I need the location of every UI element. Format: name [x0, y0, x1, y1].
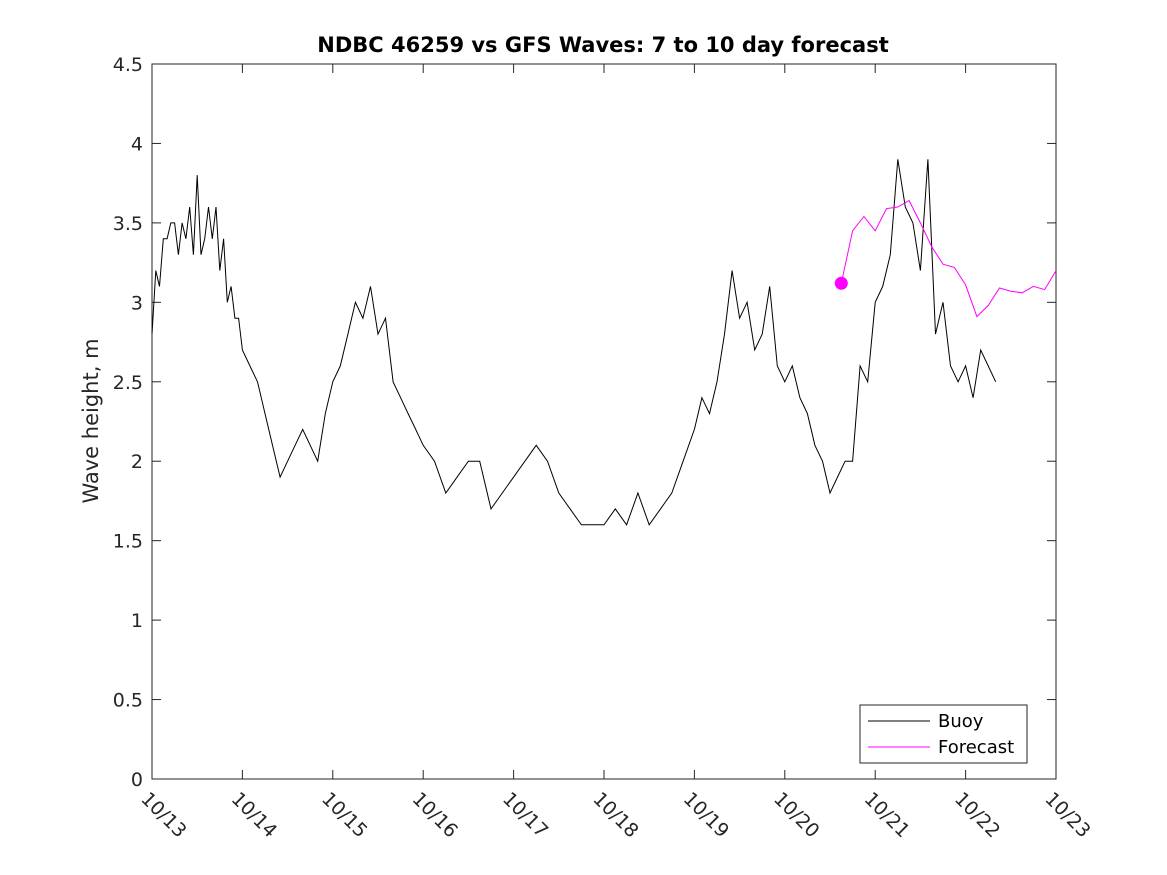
legend-box — [859, 704, 1028, 764]
y-tick-label: 0 — [131, 769, 143, 791]
x-tick-label: 10/20 — [769, 788, 823, 842]
x-tick-label: 10/13 — [136, 788, 190, 842]
x-tick-label: 10/14 — [227, 788, 281, 842]
x-tick-label: 10/15 — [317, 788, 371, 842]
series-line-buoy — [151, 159, 997, 526]
y-tick-label: 1.5 — [113, 531, 143, 553]
x-tick-label: 10/16 — [408, 788, 462, 842]
x-tick-label: 10/21 — [860, 788, 914, 842]
x-tick-label: 10/22 — [950, 788, 1004, 842]
y-tick-label: 2.5 — [113, 372, 143, 394]
series-layer — [151, 159, 1057, 526]
x-tick-label: 10/23 — [1040, 788, 1094, 842]
y-tick-label: 0.5 — [113, 690, 143, 712]
legend-label-buoy: Buoy — [938, 711, 984, 732]
x-tick-label: 10/19 — [679, 788, 733, 842]
y-tick-label: 3.5 — [113, 213, 143, 235]
legend-label-forecast: Forecast — [938, 737, 1014, 758]
series-line-forecast — [840, 199, 1057, 318]
y-tick-label: 2 — [131, 451, 143, 473]
plot-area-frame — [151, 63, 1057, 780]
y-tick-label: 4 — [131, 133, 143, 155]
y-tick-label: 1 — [131, 610, 143, 632]
legend: Buoy Forecast — [859, 704, 1028, 764]
y-tick-label: 3 — [131, 292, 143, 314]
chart-title: NDBC 46259 vs GFS Waves: 7 to 10 day for… — [317, 33, 888, 57]
y-tick-label: 4.5 — [113, 54, 143, 76]
forecast-start-marker — [834, 276, 848, 290]
y-axis-title: Wave height, m — [79, 338, 103, 503]
x-tick-label: 10/17 — [498, 788, 552, 842]
y-axis-ticks: 0 0.5 1 1.5 2 2.5 3 3.5 4 4.5 — [113, 54, 1056, 791]
x-tick-label: 10/18 — [588, 788, 642, 842]
